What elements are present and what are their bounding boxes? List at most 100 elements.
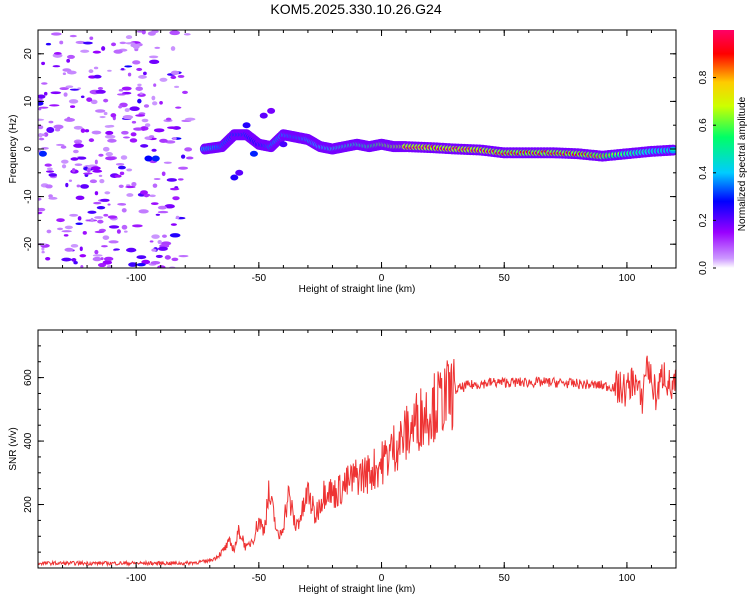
noise-speckle: [170, 75, 177, 79]
snr-series-line: [38, 355, 676, 568]
noise-speckle: [94, 230, 105, 234]
noise-speckle: [170, 223, 177, 226]
noise-speckle: [184, 147, 193, 152]
noise-speckle: [104, 125, 113, 128]
noise-speckle: [93, 66, 99, 70]
noise-speckle: [66, 69, 72, 72]
noise-speckle: [73, 125, 83, 130]
noise-speckle: [41, 247, 45, 251]
noise-speckle: [41, 250, 45, 254]
noise-speckle: [177, 75, 185, 78]
noise-speckle: [135, 114, 146, 117]
noise-speckle: [101, 245, 108, 248]
noise-speckle: [151, 95, 156, 101]
noise-speckle: [98, 174, 103, 178]
spectrogram-x-tick-label: 0: [379, 273, 385, 284]
signal-blob: [279, 141, 288, 148]
noise-speckle: [61, 164, 67, 169]
noise-speckle: [138, 75, 147, 79]
noise-speckle: [48, 173, 58, 177]
signal-blob: [46, 126, 55, 133]
noise-speckle: [104, 134, 116, 139]
noise-speckle: [69, 34, 77, 38]
noise-speckle: [180, 154, 186, 159]
snr-x-tick-label: -100: [126, 573, 146, 584]
spectrogram-y-tick-label: -10: [23, 189, 34, 204]
noise-speckle: [75, 195, 85, 201]
noise-speckle: [44, 163, 52, 167]
noise-speckle: [107, 138, 117, 143]
noise-speckle: [100, 198, 110, 202]
colorbar-tick-label: 0.0: [698, 261, 709, 275]
noise-speckle: [89, 36, 94, 40]
noise-speckle: [172, 136, 177, 141]
noise-speckle: [136, 30, 144, 33]
noise-speckle: [113, 248, 120, 251]
noise-speckle: [70, 157, 79, 161]
noise-speckle: [182, 90, 188, 94]
snr-x-label: Height of straight line (km): [299, 584, 416, 595]
noise-speckle: [107, 69, 112, 72]
noise-speckle: [105, 130, 114, 135]
noise-speckle: [135, 86, 143, 91]
colorbar-tick-label: 0.4: [698, 165, 709, 179]
noise-speckle: [157, 210, 169, 214]
noise-speckle: [70, 105, 76, 109]
noise-speckle: [80, 265, 84, 268]
noise-speckle: [126, 193, 134, 197]
noise-speckle: [59, 87, 69, 91]
noise-speckle: [157, 205, 167, 210]
noise-speckle: [61, 257, 72, 262]
spectrogram-x-tick-label: 100: [619, 273, 636, 284]
spectrogram-x-tick-label: -100: [126, 273, 146, 284]
noise-speckle: [71, 258, 77, 262]
noise-speckle: [103, 213, 109, 217]
noise-speckle: [157, 246, 168, 251]
noise-speckle: [80, 49, 90, 53]
noise-speckle: [86, 168, 91, 173]
noise-speckle: [61, 159, 69, 164]
noise-speckle: [38, 98, 44, 102]
noise-speckle: [50, 91, 62, 95]
noise-speckle: [113, 49, 123, 54]
noise-speckle: [152, 183, 158, 188]
noise-speckle: [141, 126, 146, 131]
signal-blob: [38, 150, 47, 157]
noise-speckle: [118, 88, 124, 92]
noise-speckle: [151, 234, 160, 239]
noise-speckle: [126, 168, 133, 172]
noise-speckle: [174, 85, 180, 88]
noise-speckle: [141, 30, 146, 35]
noise-speckle: [76, 184, 81, 188]
noise-speckle: [99, 178, 105, 184]
noise-speckle: [164, 255, 171, 260]
noise-speckle: [151, 148, 157, 152]
noise-speckle: [38, 137, 45, 141]
noise-speckle: [133, 127, 144, 131]
signal-blob: [249, 150, 258, 157]
noise-speckle: [103, 98, 109, 103]
colorbar-tick-label: 0.6: [698, 118, 709, 132]
noise-speckle: [115, 163, 125, 166]
signal-blob: [230, 174, 239, 181]
noise-speckle: [131, 182, 137, 187]
noise-speckle: [155, 254, 163, 258]
noise-speckle: [38, 94, 46, 99]
noise-speckle: [103, 256, 114, 262]
noise-speckle: [159, 100, 163, 105]
noise-speckle: [104, 191, 111, 195]
signal-blob: [235, 169, 244, 176]
noise-speckle: [93, 74, 102, 79]
noise-speckle: [141, 259, 151, 265]
noise-speckle: [96, 206, 106, 210]
snr-x-tick-label: -50: [252, 573, 267, 584]
noise-speckle: [45, 42, 52, 46]
spectrogram-y-tick-label: 20: [23, 48, 34, 60]
noise-speckle: [105, 151, 113, 157]
noise-speckle: [59, 40, 64, 45]
noise-speckle: [170, 70, 180, 76]
spectrogram-x-tick-label: -50: [252, 273, 267, 284]
noise-speckle: [38, 106, 49, 109]
signal-blob: [259, 112, 268, 119]
